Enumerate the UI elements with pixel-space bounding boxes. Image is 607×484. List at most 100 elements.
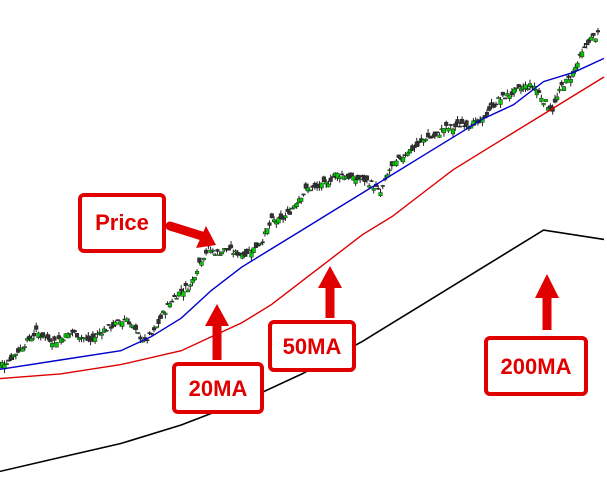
candle — [539, 94, 544, 103]
candle — [167, 301, 172, 309]
50ma-label: 50MA — [283, 334, 342, 359]
candle — [120, 321, 125, 330]
candle — [52, 335, 57, 344]
candle — [426, 129, 431, 138]
arrows — [165, 221, 559, 360]
candle — [145, 339, 150, 344]
candle — [99, 331, 104, 340]
ma-line-20ma — [0, 57, 605, 370]
candle — [170, 298, 175, 303]
ma-line-50ma — [0, 76, 605, 380]
20ma-arrow — [205, 304, 229, 360]
price-arrow — [165, 221, 216, 248]
candle — [215, 248, 220, 255]
candle — [174, 296, 179, 300]
candle — [457, 122, 462, 128]
candle — [543, 98, 548, 103]
candle — [423, 138, 428, 142]
candle — [163, 311, 168, 319]
candle — [371, 185, 376, 194]
candle — [505, 89, 510, 97]
candle — [61, 338, 66, 343]
price-label: Price — [95, 210, 149, 235]
20ma-label: 20MA — [189, 376, 248, 401]
candle — [192, 276, 197, 282]
candle — [339, 170, 345, 176]
candle — [36, 331, 41, 340]
candle — [204, 248, 209, 256]
candle — [450, 127, 456, 138]
candle — [104, 329, 109, 332]
candle — [589, 34, 594, 41]
candle — [496, 96, 501, 99]
candle — [575, 61, 580, 71]
candle — [326, 180, 331, 188]
candle — [176, 291, 181, 298]
200ma-callout: 200MA — [484, 336, 588, 396]
candle — [136, 332, 141, 335]
candle — [568, 76, 573, 87]
candle — [74, 332, 80, 338]
200ma-label: 200MA — [501, 354, 572, 379]
candle — [541, 102, 546, 108]
candle — [514, 87, 519, 92]
moving-average-lines — [0, 57, 605, 473]
candle — [183, 280, 188, 290]
candle — [72, 329, 77, 334]
candle — [151, 325, 157, 333]
candle — [115, 319, 120, 322]
20ma-callout: 20MA — [172, 362, 264, 414]
candle — [249, 249, 254, 261]
candle — [290, 206, 295, 210]
candle — [31, 329, 37, 341]
candle — [405, 151, 410, 157]
candle — [364, 175, 369, 184]
candle — [444, 120, 449, 129]
candle — [219, 251, 225, 256]
candle — [226, 245, 231, 251]
candle — [353, 177, 358, 187]
candle — [493, 101, 499, 108]
candle — [201, 257, 206, 262]
candle — [460, 116, 465, 124]
candle — [127, 318, 132, 325]
candle — [181, 287, 186, 301]
candle — [523, 81, 528, 92]
candle — [210, 248, 215, 255]
candle — [305, 183, 311, 194]
ma-line-200ma — [0, 229, 605, 473]
candle — [380, 185, 385, 190]
candle — [394, 158, 399, 167]
candle — [561, 85, 567, 91]
candle — [124, 317, 129, 322]
candle — [22, 343, 27, 351]
candle — [586, 37, 591, 46]
candle — [455, 116, 460, 127]
candle — [260, 238, 265, 246]
candle — [555, 92, 560, 102]
candle — [337, 175, 342, 183]
candle — [369, 179, 374, 182]
candle — [199, 261, 204, 267]
candle — [195, 269, 200, 276]
candle — [580, 48, 585, 59]
candle — [287, 207, 292, 215]
candle — [591, 32, 596, 39]
candle — [376, 184, 381, 191]
candle — [228, 240, 234, 249]
candle — [185, 287, 191, 293]
candle — [503, 97, 508, 100]
candle — [564, 78, 569, 84]
candle — [283, 212, 288, 221]
candle — [13, 353, 18, 360]
candle — [129, 323, 134, 329]
200ma-arrow — [535, 274, 559, 330]
candle — [149, 332, 154, 336]
candle — [498, 97, 503, 108]
candle — [70, 328, 75, 337]
candle — [308, 189, 313, 192]
candle — [47, 334, 52, 343]
candle — [93, 333, 98, 344]
candle — [500, 91, 505, 98]
candle — [319, 182, 324, 191]
